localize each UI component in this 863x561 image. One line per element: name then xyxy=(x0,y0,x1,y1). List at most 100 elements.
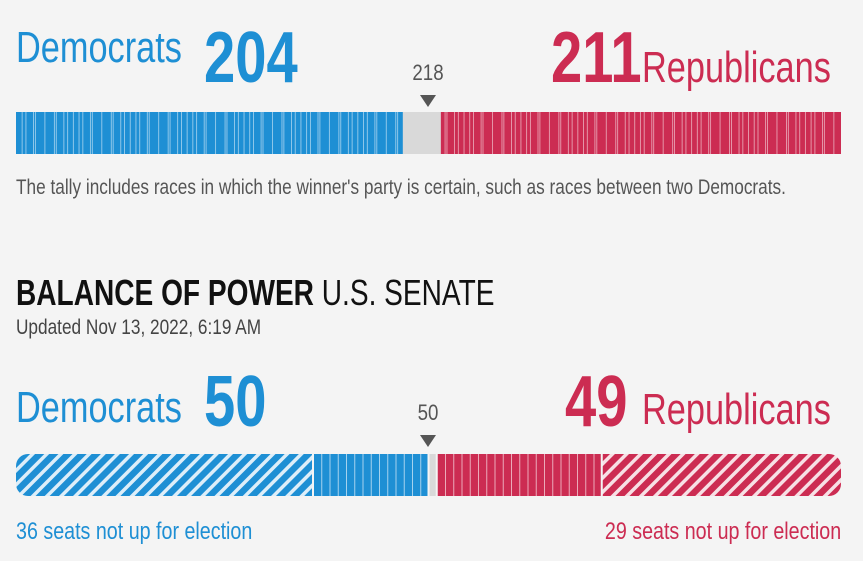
house-seat-divider xyxy=(454,112,456,154)
house-seat-divider xyxy=(748,112,749,154)
house-seat-divider xyxy=(146,112,148,154)
house-seat-divider xyxy=(357,112,359,154)
house-note: The tally includes races in which the wi… xyxy=(16,176,786,199)
house-seat-divider xyxy=(186,112,188,154)
house-seat-divider xyxy=(374,112,376,154)
house-seat-divider xyxy=(787,112,789,154)
senate-heading: BALANCE OF POWER U.S. SENATE xyxy=(16,272,494,314)
senate-threshold-marker-icon xyxy=(420,435,436,447)
house-bar-rep xyxy=(440,112,841,154)
house-seat-divider xyxy=(765,112,767,154)
house-seat-divider xyxy=(767,112,768,154)
house-rep-value: 211 xyxy=(551,18,642,98)
house-threshold-label: 218 xyxy=(412,60,444,85)
house-seat-divider xyxy=(804,112,806,154)
house-seat-divider xyxy=(63,112,65,154)
house-seat-divider xyxy=(444,112,446,154)
house-seat-divider xyxy=(300,112,302,154)
house-seat-divider xyxy=(596,112,598,154)
house-seat-divider xyxy=(169,112,171,154)
senate-segment-boundary xyxy=(312,454,314,496)
house-seat-divider xyxy=(823,112,825,154)
senate-dem-not-up: 36 seats not up for election xyxy=(16,518,253,545)
house-seat-divider xyxy=(253,112,254,154)
house-seat-divider xyxy=(243,112,245,154)
house-seat-divider xyxy=(167,112,169,154)
senate-dem-tally: Democrats xyxy=(16,386,229,430)
house-seat-divider xyxy=(363,112,364,154)
house-seat-divider xyxy=(112,112,114,154)
house-seat-divider xyxy=(262,112,264,154)
house-seat-divider xyxy=(21,112,23,154)
senate-seat-divider xyxy=(445,454,446,496)
senate-rep-value-wrap: 49 xyxy=(565,366,645,438)
house-seat-divider xyxy=(685,112,687,154)
senate-seat-divider xyxy=(544,454,545,496)
senate-seat-bar xyxy=(16,454,841,496)
senate-seat-divider xyxy=(478,454,479,496)
house-seat-divider xyxy=(708,112,710,154)
house-seat-divider xyxy=(594,112,596,154)
house-seat-divider xyxy=(457,112,459,154)
house-seat-divider xyxy=(799,112,801,154)
house-seat-divider xyxy=(272,112,273,154)
house-seat-divider xyxy=(624,112,626,154)
senate-seat-divider xyxy=(420,454,422,496)
house-seat-divider xyxy=(181,112,182,154)
house-seat-divider xyxy=(822,112,823,154)
senate-seat-divider xyxy=(379,454,380,496)
house-seat-divider xyxy=(53,112,55,154)
house-seat-divider xyxy=(577,112,579,154)
house-seat-divider xyxy=(537,112,539,154)
house-seat-divider xyxy=(628,112,630,154)
house-seat-divider xyxy=(586,112,588,154)
house-seat-divider xyxy=(328,112,330,154)
house-seat-divider xyxy=(283,112,285,154)
house-seat-divider xyxy=(215,112,217,154)
house-seat-divider xyxy=(480,112,482,154)
house-seat-divider xyxy=(338,112,340,154)
senate-bar-rep-not-up xyxy=(601,454,841,496)
senate-seat-divider xyxy=(585,454,587,496)
house-seat-divider xyxy=(340,112,342,154)
house-seat-divider xyxy=(719,112,721,154)
house-seat-divider xyxy=(729,112,731,154)
house-seat-divider xyxy=(681,112,683,154)
house-seat-divider xyxy=(205,112,207,154)
house-seat-divider xyxy=(634,112,636,154)
senate-heading-bold: BALANCE OF POWER xyxy=(16,272,314,313)
house-seat-divider xyxy=(674,112,676,154)
house-seat-divider xyxy=(82,112,84,154)
house-seat-divider xyxy=(366,112,368,154)
senate-seat-divider xyxy=(552,454,554,496)
senate-seat-divider xyxy=(593,454,595,496)
house-seat-divider xyxy=(520,112,522,154)
house-seat-divider xyxy=(294,112,296,154)
house-seat-divider xyxy=(78,112,80,154)
house-seat-divider xyxy=(129,112,131,154)
house-seat-divider xyxy=(33,112,34,154)
house-seat-divider xyxy=(731,112,732,154)
house-seat-divider xyxy=(192,112,194,154)
house-seat-divider xyxy=(571,112,573,154)
house-seat-divider xyxy=(492,112,493,154)
senate-updated: Updated Nov 13, 2022, 6:19 AM xyxy=(16,316,262,339)
house-seat-divider xyxy=(281,112,283,154)
senate-seat-divider xyxy=(535,454,537,496)
house-seat-divider xyxy=(526,112,528,154)
house-seat-divider xyxy=(260,112,262,154)
house-seat-divider xyxy=(742,112,744,154)
house-seat-divider xyxy=(786,112,787,154)
house-seat-divider xyxy=(91,112,93,154)
house-seat-divider xyxy=(25,112,27,154)
senate-seat-divider xyxy=(337,454,339,496)
senate-rep-label: Republicans xyxy=(642,385,831,434)
house-seat-divider xyxy=(710,112,712,154)
senate-rep-tally: Republicans xyxy=(642,388,863,432)
house-seat-divider xyxy=(463,112,465,154)
house-seat-divider xyxy=(135,112,137,154)
house-seat-divider xyxy=(446,112,448,154)
house-dem-tally: Democrats xyxy=(16,26,229,70)
house-seat-divider xyxy=(224,112,226,154)
senate-seat-divider xyxy=(527,454,529,496)
